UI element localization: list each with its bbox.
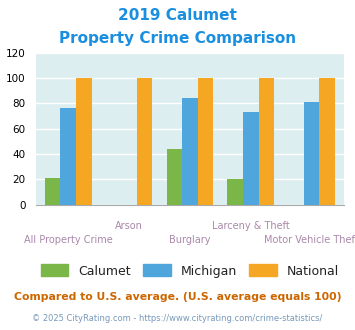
Bar <box>304 102 320 205</box>
Text: Larceny & Theft: Larceny & Theft <box>212 221 290 231</box>
Text: Motor Vehicle Theft: Motor Vehicle Theft <box>264 235 355 245</box>
Legend: Calumet, Michigan, National: Calumet, Michigan, National <box>36 259 344 283</box>
Text: All Property Crime: All Property Crime <box>24 235 113 245</box>
Bar <box>166 149 182 205</box>
Bar <box>258 78 274 205</box>
Bar <box>60 109 76 205</box>
Bar <box>243 112 258 205</box>
Bar <box>45 178 60 205</box>
Bar <box>182 98 198 205</box>
Text: Burglary: Burglary <box>169 235 211 245</box>
Bar <box>198 78 213 205</box>
Bar <box>227 179 243 205</box>
Bar <box>137 78 153 205</box>
Text: 2019 Calumet: 2019 Calumet <box>118 8 237 23</box>
Text: Property Crime Comparison: Property Crime Comparison <box>59 31 296 46</box>
Bar <box>320 78 335 205</box>
Text: Compared to U.S. average. (U.S. average equals 100): Compared to U.S. average. (U.S. average … <box>14 292 341 302</box>
Text: © 2025 CityRating.com - https://www.cityrating.com/crime-statistics/: © 2025 CityRating.com - https://www.city… <box>32 314 323 323</box>
Bar <box>76 78 92 205</box>
Text: Arson: Arson <box>115 221 143 231</box>
